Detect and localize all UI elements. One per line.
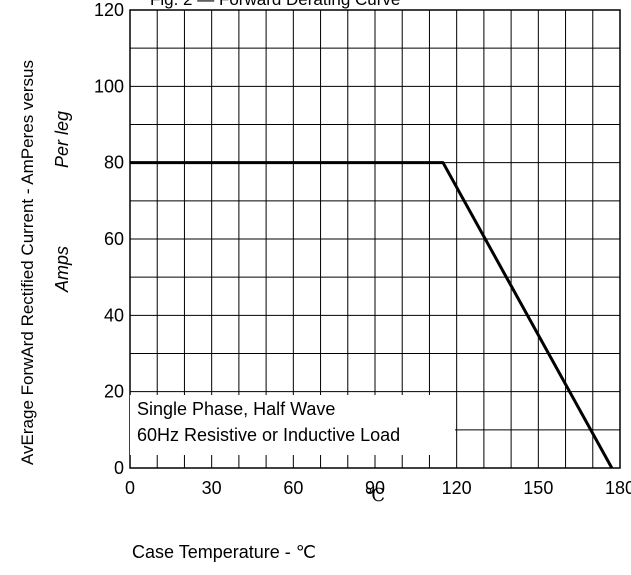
y-tick-label: 100 bbox=[94, 76, 124, 96]
y-axis-sublabel-per-leg: Per leg bbox=[52, 110, 72, 168]
y-tick-label: 120 bbox=[94, 0, 124, 20]
plot-frame bbox=[129, 9, 621, 469]
y-axis-label: AvErage ForwArd Rectified Current - AmPe… bbox=[18, 60, 37, 465]
x-tick-label: 120 bbox=[442, 478, 472, 498]
x-tick-labels: 0 30 60 90 120 150 180 bbox=[125, 478, 631, 498]
x-tick-label: 150 bbox=[523, 478, 553, 498]
annotation-line-1: Single Phase, Half Wave bbox=[137, 399, 336, 419]
series-group bbox=[130, 161, 614, 469]
x-tick-label: 30 bbox=[202, 478, 222, 498]
annotation-line-2: 60Hz Resistive or Inductive Load bbox=[137, 425, 401, 445]
y-tick-label: 80 bbox=[104, 153, 124, 173]
x-tick-label: 180 bbox=[605, 478, 631, 498]
y-tick-label: 60 bbox=[104, 229, 124, 249]
x-axis-unit: ℃ bbox=[365, 485, 386, 506]
x-tick-label: 0 bbox=[125, 478, 135, 498]
series-line bbox=[130, 161, 614, 469]
y-tick-label: 40 bbox=[104, 305, 124, 325]
x-tick-label: 60 bbox=[283, 478, 303, 498]
plot-border bbox=[129, 9, 621, 469]
x-axis-label: Case Temperature - ℃ bbox=[132, 542, 316, 562]
y-tick-labels: 0 20 40 60 80 100 120 bbox=[94, 0, 124, 478]
y-tick-label: 0 bbox=[114, 458, 124, 478]
y-axis-sublabel-amps: Amps bbox=[52, 245, 72, 292]
x-tick-label: 90 bbox=[365, 478, 385, 498]
chart-title: Fig. 2 — Forward Derating Curve bbox=[150, 0, 400, 9]
y-tick-label: 20 bbox=[104, 382, 124, 402]
annotation-box bbox=[130, 395, 455, 455]
